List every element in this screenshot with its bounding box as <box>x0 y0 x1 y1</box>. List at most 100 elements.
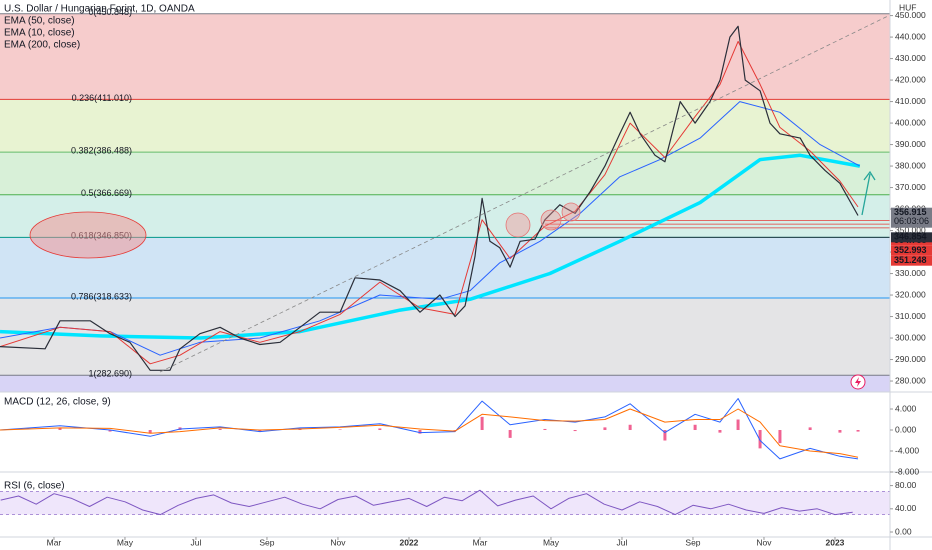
fib-zone <box>0 375 890 392</box>
x-tick-label: Sep <box>259 537 274 547</box>
x-tick-label: Sep <box>685 537 700 547</box>
series-line <box>0 40 859 365</box>
macd-histogram-bar <box>573 430 577 432</box>
y-tick-label: 310.000 <box>895 311 926 321</box>
macd-histogram-bar <box>718 430 722 433</box>
macd-histogram-bar <box>808 427 812 431</box>
y-tick-label: 370.000 <box>895 182 926 192</box>
y-tick-label: -4.000 <box>895 445 919 455</box>
macd-histogram-bar <box>778 430 782 444</box>
macd-histogram-bar <box>736 419 740 431</box>
x-tick-label: Jul <box>191 537 202 547</box>
rsi-line <box>0 489 853 516</box>
y-tick-label: 430.000 <box>895 53 926 63</box>
main-plot <box>0 25 890 516</box>
alert-bolt <box>855 377 861 387</box>
x-tick-label: Nov <box>756 537 772 547</box>
price-label-box <box>891 255 932 266</box>
fib-zone <box>0 99 890 153</box>
fib-label: 0.382(386.488) <box>71 145 132 155</box>
highlight-circle <box>540 209 562 231</box>
y-tick-label: 330.000 <box>895 268 926 278</box>
series-line <box>0 25 859 371</box>
y-tick-label: -8.000 <box>895 466 919 476</box>
macd-histogram-bar <box>693 424 697 431</box>
y-tick-label: 40.00 <box>895 503 917 513</box>
macd-histogram-bar <box>218 428 222 431</box>
y-tick-label: 320.000 <box>895 289 926 299</box>
y-tick-label: 280.000 <box>895 375 926 385</box>
currency-label: HUF <box>899 2 916 12</box>
y-tick-label: 390.000 <box>895 139 926 149</box>
backgrounds: 0(450.848) 0.236(411.010) 0.382(386.488) 0.… <box>0 7 890 515</box>
fib-label: 0.236(411.010) <box>72 93 132 103</box>
macd-histogram-bar <box>258 430 262 432</box>
macd-histogram-bar <box>108 430 112 432</box>
y-tick-label: 350.000 <box>895 225 926 235</box>
y-tick-label: 440.000 <box>895 31 926 41</box>
y-tick-label: 380.000 <box>895 160 926 170</box>
macd-histogram-bar <box>543 428 547 431</box>
macd-line <box>0 398 859 460</box>
y-tick-label: 410.000 <box>895 96 926 106</box>
macd-histogram-bar <box>58 427 62 431</box>
y-tick-label: 0.00 <box>895 526 912 536</box>
macd-histogram-bar <box>378 428 382 431</box>
price-label-box <box>891 245 932 256</box>
macd-title: MACD (12, 26, close, 9) <box>4 397 111 408</box>
price-label-box <box>891 207 932 228</box>
x-tick-label: Mar <box>47 537 62 547</box>
price-label: 346.854 <box>894 232 927 242</box>
symbol-title: U.S. Dollar / Hungarian Forint, 1D, OAND… <box>4 4 195 15</box>
fib-zone <box>0 152 890 195</box>
x-tick-label: 2023 <box>826 537 845 547</box>
macd-histogram-bar <box>628 424 632 431</box>
y-tick-label: 420.000 <box>895 74 926 84</box>
legend-entry: EMA (200, close) <box>4 40 80 51</box>
legend-entry: EMA (50, close) <box>4 16 75 27</box>
y-tick-label: 300.000 <box>895 332 926 342</box>
macd-histogram-bar <box>148 430 152 434</box>
signal-line <box>0 408 859 458</box>
price-label: 351.248 <box>894 255 927 265</box>
fib-zone <box>0 237 890 298</box>
highlight-circle <box>561 202 581 222</box>
macd-histogram-bar <box>508 430 512 438</box>
macd-histogram-bar <box>758 430 762 449</box>
fib-label: 0(450.848) <box>88 7 132 17</box>
macd-histogram-bar <box>856 430 860 432</box>
macd-histogram-bar <box>418 430 422 434</box>
x-tick-label: Nov <box>330 537 346 547</box>
macd-histogram-bar <box>603 427 607 431</box>
y-tick-label: 400.000 <box>895 117 926 127</box>
fib-zone <box>0 13 890 100</box>
x-tick-label: Mar <box>473 537 488 547</box>
x-tick-label: Jul <box>617 537 628 547</box>
price-label: 356.915 <box>894 207 927 217</box>
series-line <box>0 153 861 340</box>
countdown-label: 06:03:06 <box>894 216 929 226</box>
macd-histogram-bar <box>453 430 457 431</box>
fib-label: 0.5(366.669) <box>81 188 132 198</box>
macd-histogram-bar <box>663 430 667 441</box>
price-label-box <box>891 232 932 243</box>
price-label: 352.993 <box>894 245 927 255</box>
fib-label: 0.786(318.633) <box>71 291 132 301</box>
rsi-band <box>0 491 890 515</box>
highlight-ellipse <box>29 211 147 259</box>
projection-arrow <box>861 170 876 216</box>
x-tick-label: May <box>117 537 134 547</box>
y-tick-label: 0.000 <box>895 424 917 434</box>
y-tick-label: 4.000 <box>895 403 917 413</box>
macd-histogram-bar <box>838 430 842 433</box>
y-tick-label: 80.00 <box>895 480 917 490</box>
trend-line <box>159 14 891 373</box>
rsi-title: RSI (6, close) <box>4 481 65 492</box>
macd-histogram-bar <box>338 429 342 431</box>
macd-histogram-bar <box>480 416 484 431</box>
x-tick-label: 2022 <box>400 537 419 547</box>
y-tick-label: 290.000 <box>895 354 926 364</box>
x-tick-label: May <box>543 537 560 547</box>
